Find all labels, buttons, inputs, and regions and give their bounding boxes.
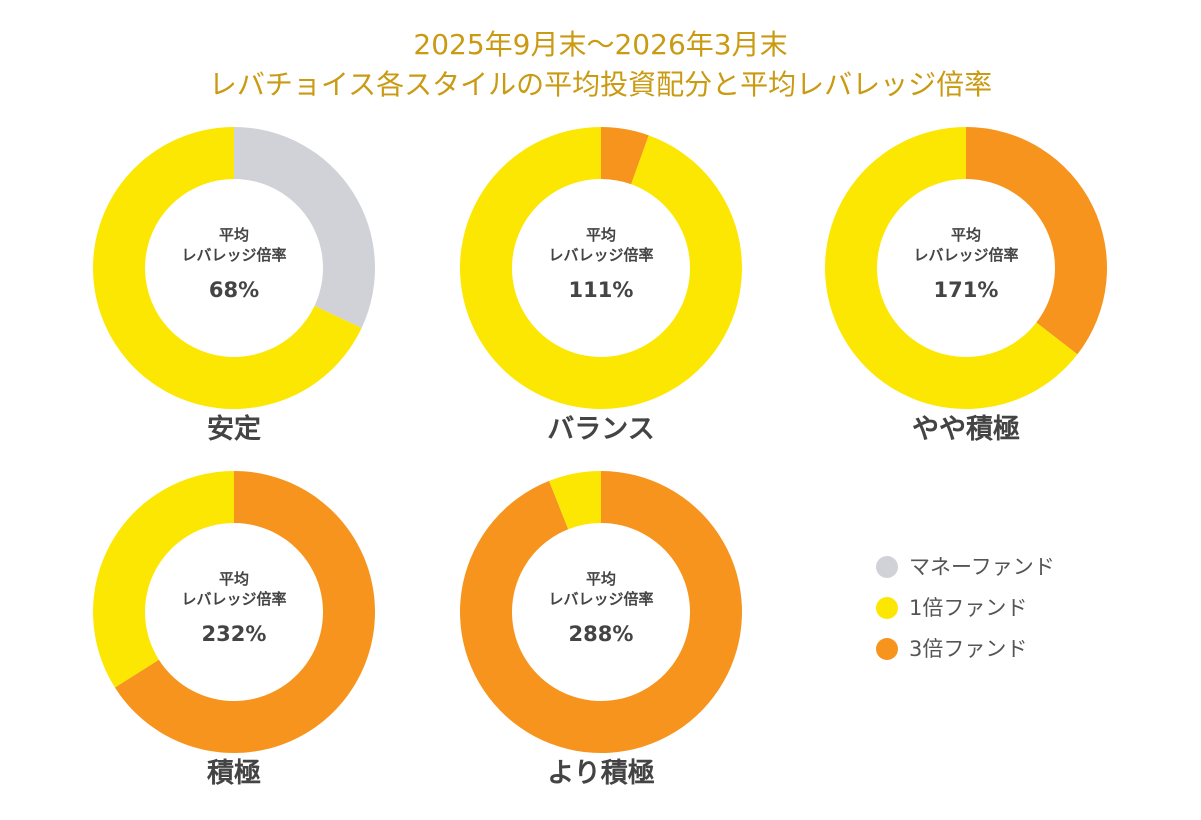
legend-item-3x-fund: 3倍ファンド xyxy=(876,635,1136,663)
chart-name-yori-sekkyoku: より積極 xyxy=(547,758,655,789)
legend-label: マネーファンド xyxy=(909,555,1055,579)
legend-item-money-fund: マネーファンド xyxy=(876,553,1136,581)
chart-name-antei: 安定 xyxy=(207,414,261,445)
donut-slice-money-fund xyxy=(234,127,375,329)
chart-title-line-2: レバチョイス各スタイルの平均投資配分と平均レバレッジ倍率 xyxy=(208,68,993,101)
center-label-line-1: 平均 xyxy=(950,226,981,244)
legend-label: 3倍ファンド xyxy=(909,637,1028,661)
legend-swatch xyxy=(876,597,898,619)
center-label-sekkyoku: 平均 レバレッジ倍率 232% xyxy=(134,569,334,647)
center-label-balance: 平均 レバレッジ倍率 111% xyxy=(501,225,701,303)
chart-name-sekkyoku: 積極 xyxy=(207,758,261,789)
center-label-yaya-sekkyoku: 平均 レバレッジ倍率 171% xyxy=(866,225,1066,303)
leverage-value: 111% xyxy=(568,278,634,302)
center-label-line-2: レバレッジ倍率 xyxy=(548,246,654,264)
leverage-value: 288% xyxy=(568,622,634,646)
leverage-value: 171% xyxy=(933,278,999,302)
legend-swatch xyxy=(876,556,898,578)
chart-title-line-1: 2025年9月末〜2026年3月末 xyxy=(413,28,788,61)
donut-chart-antei xyxy=(93,127,375,409)
chart-name-balance: バランス xyxy=(547,414,655,445)
donut-chart-yori-sekkyoku xyxy=(459,471,742,753)
donut-slice-fund-1x xyxy=(93,127,362,409)
center-label-line-1: 平均 xyxy=(585,226,616,244)
donut-chart-sekkyoku xyxy=(93,471,375,753)
donut-slice-fund-3x xyxy=(114,471,375,753)
center-label-yori-sekkyoku: 平均 レバレッジ倍率 288% xyxy=(501,569,701,647)
center-label-antei: 平均 レバレッジ倍率 68% xyxy=(134,225,334,303)
donut-chart-balance xyxy=(459,127,742,409)
donut-slice-fund-1x xyxy=(93,471,235,688)
donut-slice-fund-1x xyxy=(549,471,601,530)
donut-slice-fund-3x xyxy=(966,127,1107,355)
donut-slice-fund-1x xyxy=(824,127,1078,409)
center-label-line-1: 平均 xyxy=(585,570,616,588)
legend-swatch xyxy=(876,638,898,660)
legend-label: 1倍ファンド xyxy=(909,596,1028,620)
center-label-line-2: レバレッジ倍率 xyxy=(913,246,1019,264)
center-label-line-2: レバレッジ倍率 xyxy=(181,246,287,264)
leverage-value: 68% xyxy=(208,278,260,302)
donut-slice-fund-1x xyxy=(459,127,742,409)
donut-slice-fund-3x xyxy=(601,127,649,185)
donut-slice-fund-3x xyxy=(459,471,742,753)
chart-name-yaya-sekkyoku: やや積極 xyxy=(912,414,1020,445)
center-label-line-2: レバレッジ倍率 xyxy=(548,590,654,608)
legend-item-1x-fund: 1倍ファンド xyxy=(876,594,1136,622)
leverage-value: 232% xyxy=(201,622,267,646)
center-label-line-2: レバレッジ倍率 xyxy=(181,590,287,608)
legend: マネーファンド 1倍ファンド 3倍ファンド xyxy=(876,553,1136,676)
donut-chart-yaya-sekkyoku xyxy=(824,127,1107,409)
center-label-line-1: 平均 xyxy=(218,570,249,588)
center-label-line-1: 平均 xyxy=(218,226,249,244)
